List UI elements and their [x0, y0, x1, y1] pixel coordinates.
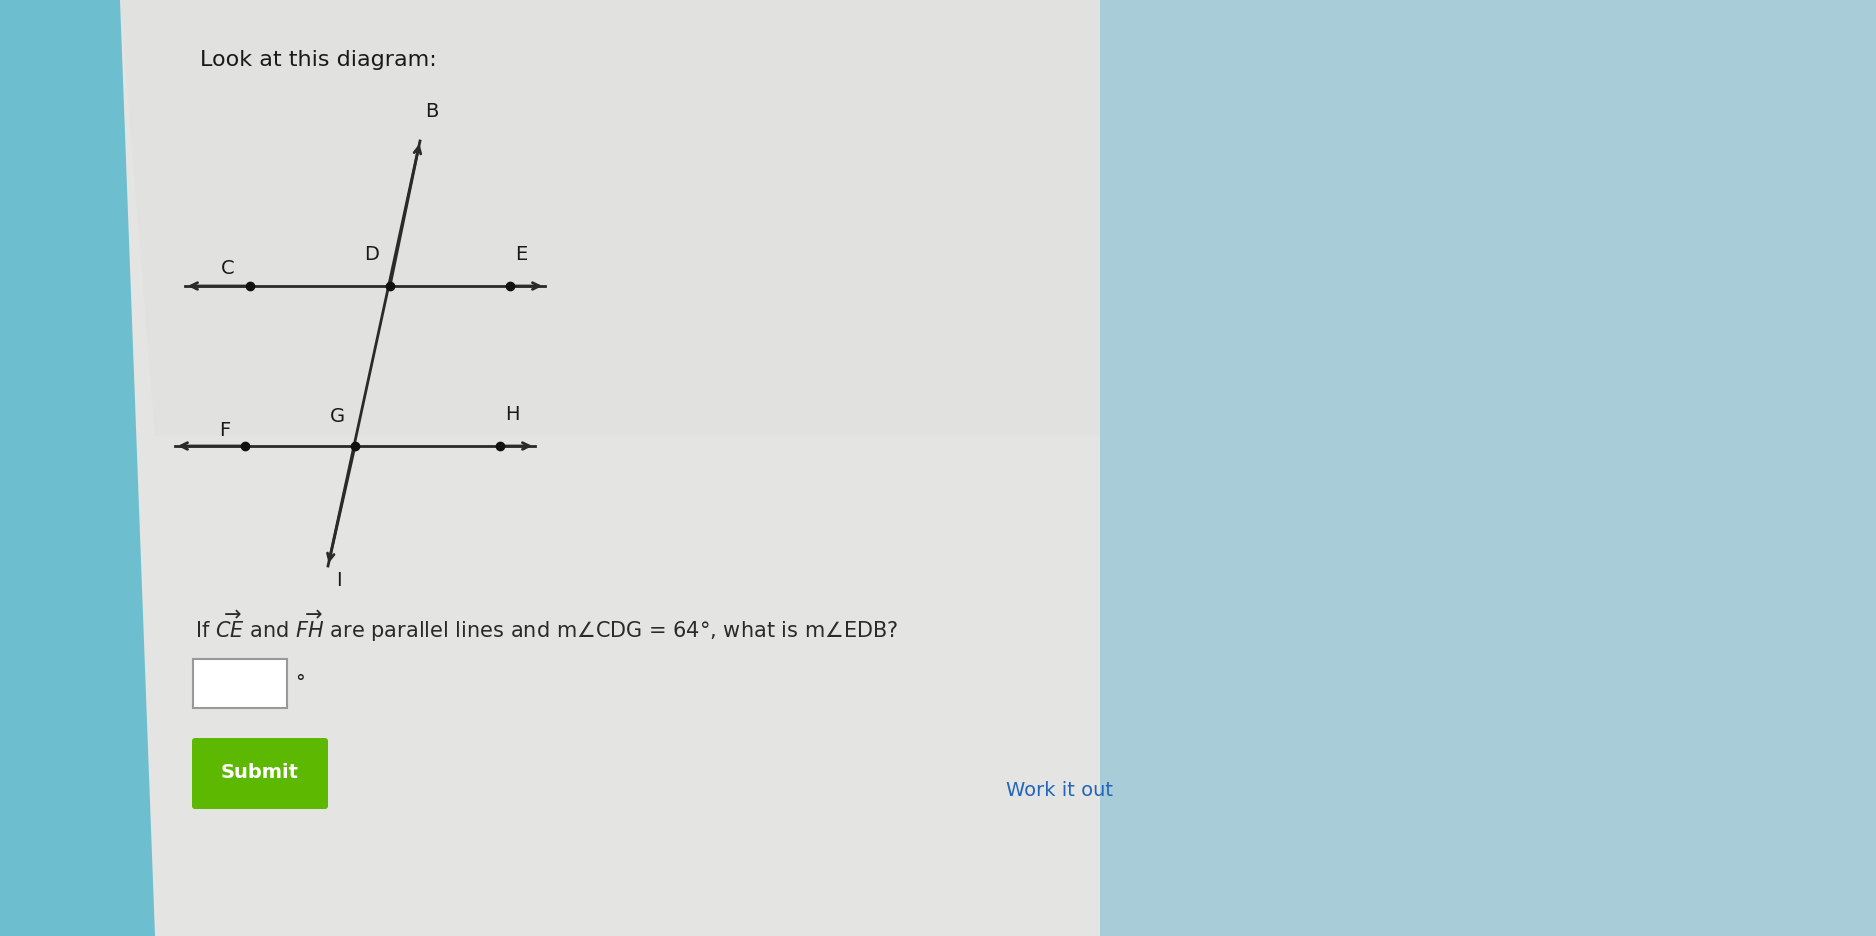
Text: D: D — [364, 245, 379, 264]
Text: °: ° — [295, 674, 304, 693]
Polygon shape — [799, 0, 1876, 936]
FancyBboxPatch shape — [193, 659, 287, 708]
Text: E: E — [516, 245, 527, 264]
Polygon shape — [120, 0, 1099, 936]
Text: Work it out: Work it out — [1007, 782, 1114, 800]
Text: F: F — [219, 420, 231, 440]
FancyBboxPatch shape — [191, 738, 328, 809]
Text: G: G — [330, 407, 345, 426]
Text: If $\overrightarrow{CE}$ and $\overrightarrow{FH}$ are parallel lines and m$\ang: If $\overrightarrow{CE}$ and $\overright… — [195, 608, 899, 644]
Text: C: C — [221, 258, 234, 277]
Text: H: H — [505, 405, 520, 424]
Text: I: I — [336, 571, 341, 590]
Text: Submit: Submit — [221, 764, 298, 782]
Text: B: B — [426, 102, 439, 121]
Polygon shape — [120, 0, 1099, 436]
Text: Look at this diagram:: Look at this diagram: — [201, 50, 437, 70]
